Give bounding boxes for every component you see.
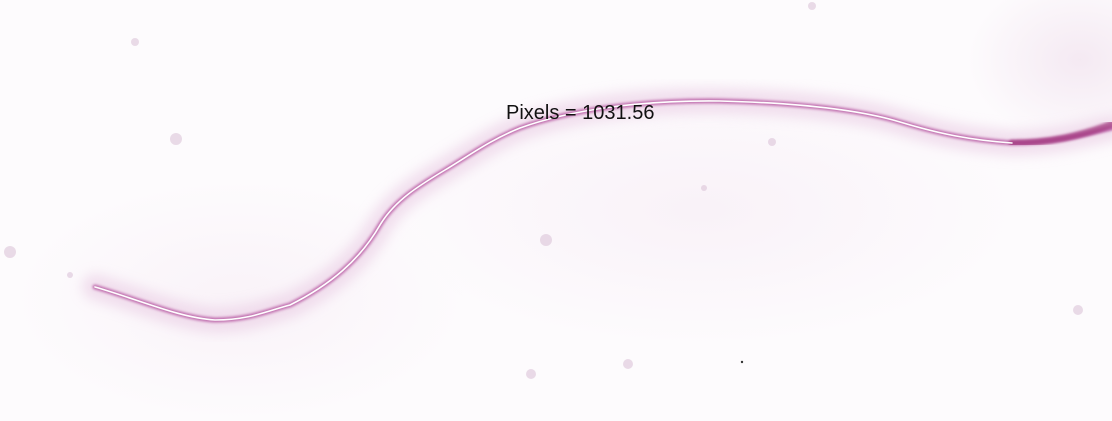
measurement-label: Pixels = 1031.56 (506, 102, 655, 124)
dust-dot (740, 360, 744, 364)
fiber-halo (82, 87, 1112, 334)
background-speckles (4, 2, 1083, 379)
fiber-strand-extension (1008, 120, 1112, 147)
measurement-trace (94, 100, 1013, 321)
